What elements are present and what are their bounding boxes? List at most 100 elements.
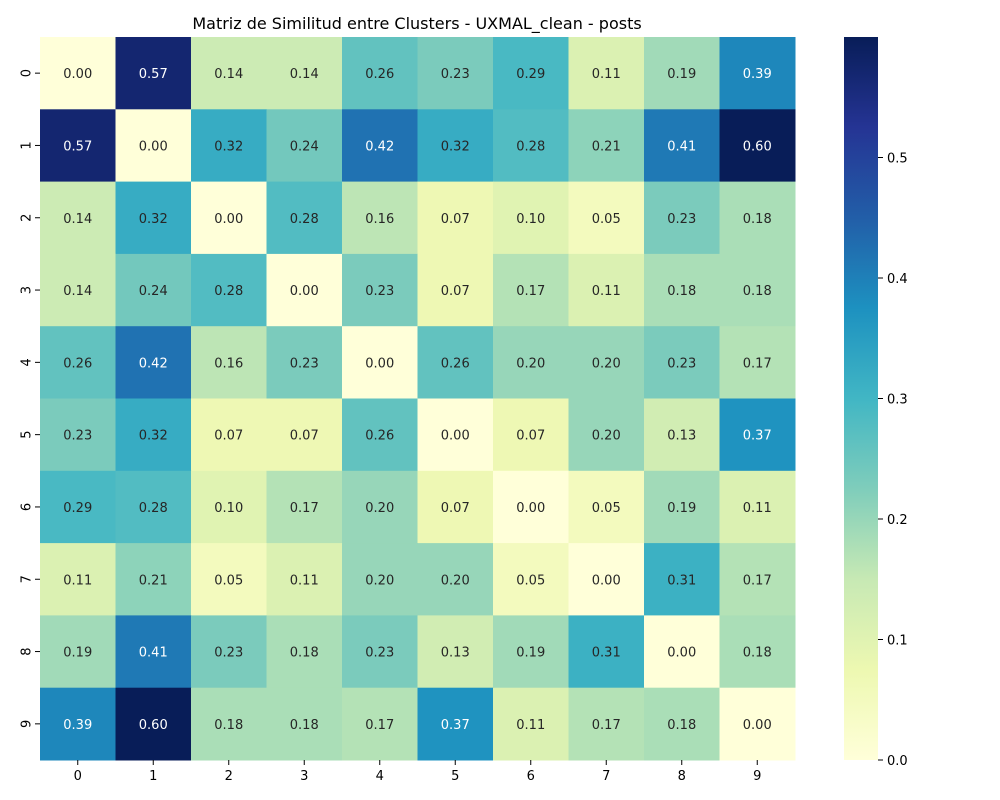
cell-value-label: 0.13 (441, 646, 470, 661)
y-tick-label: 0 (20, 69, 35, 77)
cell-value-label: 0.23 (365, 284, 394, 299)
cell-value-label: 0.32 (441, 139, 470, 154)
cell-value-label: 0.20 (365, 501, 394, 516)
heatmap-cell-7-0 (40, 543, 116, 616)
cell-value-label: 0.29 (63, 501, 92, 516)
y-tick-label: 3 (20, 286, 35, 294)
cell-value-label: 0.18 (214, 718, 243, 733)
heatmap-cell-3-6 (493, 253, 569, 327)
heatmap-cell-3-8 (644, 253, 720, 327)
heatmap-cell-4-2 (191, 326, 267, 399)
cell-value-label: 0.00 (214, 212, 243, 227)
cell-value-label: 0.21 (139, 573, 168, 588)
x-axis-ticks: 0 1 2 3 4 5 6 7 8 9 (74, 760, 761, 784)
heatmap-cell-3-7 (568, 253, 645, 327)
heatmap-cell-7-3 (266, 543, 343, 616)
cell-value-label: 0.18 (743, 212, 772, 227)
heatmap-cells: 0.00 0.57 0.14 0.14 0.26 0.23 0.29 0.11 0.19 0.39… (40, 37, 796, 761)
y-tick-label: 2 (20, 214, 35, 222)
cell-value-label: 0.18 (667, 284, 696, 299)
cell-value-label: 0.18 (290, 718, 319, 733)
y-tick-label: 9 (20, 720, 35, 728)
cell-value-label: 0.23 (290, 356, 319, 371)
heatmap-cell-8-1 (115, 615, 192, 689)
x-tick-label: 3 (300, 769, 308, 784)
cell-value-label: 0.60 (743, 139, 772, 154)
cell-value-label: 0.10 (516, 212, 545, 227)
cell-value-label: 0.28 (290, 212, 319, 227)
x-tick-label: 0 (74, 769, 82, 784)
cell-value-label: 0.32 (214, 139, 243, 154)
cell-value-label: 0.28 (214, 284, 243, 299)
y-tick-label: 7 (20, 575, 35, 583)
heatmap-cell-5-6 (493, 398, 569, 472)
heatmap-cell-2-8 (644, 181, 720, 255)
cell-value-label: 0.37 (441, 718, 470, 733)
heatmap-cell-2-6 (493, 181, 569, 255)
heatmap-cell-7-8 (644, 543, 720, 616)
cell-value-label: 0.11 (290, 573, 319, 588)
heatmap-cell-4-5 (417, 326, 494, 399)
cell-value-label: 0.17 (592, 718, 621, 733)
cell-value-label: 0.07 (441, 284, 470, 299)
colorbar: 0.0 0.1 0.2 0.3 0.4 0.5 (844, 37, 908, 769)
heatmap-cell-2-3 (266, 181, 343, 255)
heatmap-cell-0-9 (719, 37, 796, 110)
heatmap-cell-3-1 (115, 253, 192, 327)
cell-value-label: 0.11 (63, 573, 92, 588)
cell-value-label: 0.24 (290, 139, 319, 154)
y-tick-label: 8 (20, 647, 35, 655)
x-tick-label: 9 (753, 769, 761, 784)
heatmap-cell-2-9 (719, 181, 796, 255)
heatmap-cell-4-4 (342, 326, 418, 399)
cell-value-label: 0.37 (743, 429, 772, 444)
x-tick-label: 5 (451, 769, 459, 784)
heatmap-cell-8-9 (719, 615, 796, 689)
y-tick-label: 5 (20, 431, 35, 439)
heatmap-cell-6-6 (493, 470, 569, 544)
heatmap-cell-1-3 (266, 109, 343, 183)
cell-value-label: 0.39 (63, 718, 92, 733)
colorbar-tick-label: 0.5 (887, 152, 908, 167)
heatmap-cell-3-4 (342, 253, 418, 327)
cell-value-label: 0.14 (214, 67, 243, 82)
cell-value-label: 0.10 (214, 501, 243, 516)
heatmap-cell-3-3 (266, 253, 343, 327)
cell-value-label: 0.05 (214, 573, 243, 588)
cell-value-label: 0.05 (592, 212, 621, 227)
heatmap-cell-6-2 (191, 470, 267, 544)
cell-value-label: 0.57 (63, 139, 92, 154)
y-axis-ticks: 0 1 2 3 4 5 6 7 8 9 (20, 69, 40, 728)
x-tick-label: 8 (678, 769, 686, 784)
cell-value-label: 0.26 (63, 356, 92, 371)
heatmap-cell-2-5 (417, 181, 494, 255)
heatmap-cell-5-2 (191, 398, 267, 472)
heatmap-cell-8-7 (568, 615, 645, 689)
cell-value-label: 0.00 (365, 356, 394, 371)
heatmap-cell-6-8 (644, 470, 720, 544)
heatmap-cell-9-9 (719, 687, 796, 761)
x-tick-label: 4 (376, 769, 384, 784)
cell-value-label: 0.00 (516, 501, 545, 516)
cell-value-label: 0.17 (365, 718, 394, 733)
heatmap-cell-0-4 (342, 37, 418, 110)
heatmap-cell-1-9 (719, 109, 796, 183)
heatmap-cell-2-1 (115, 181, 192, 255)
heatmap-cell-0-6 (493, 37, 569, 110)
heatmap-cell-3-2 (191, 253, 267, 327)
colorbar-tick-label: 0.4 (887, 272, 908, 287)
cell-value-label: 0.41 (667, 139, 696, 154)
heatmap-cell-6-4 (342, 470, 418, 544)
cell-value-label: 0.16 (365, 212, 394, 227)
cell-value-label: 0.19 (63, 646, 92, 661)
heatmap-cell-2-2 (191, 181, 267, 255)
cell-value-label: 0.11 (592, 67, 621, 82)
heatmap-cell-6-9 (719, 470, 796, 544)
cell-value-label: 0.00 (592, 573, 621, 588)
cell-value-label: 0.14 (63, 212, 92, 227)
heatmap-cell-7-1 (115, 543, 192, 616)
cell-value-label: 0.16 (214, 356, 243, 371)
heatmap-cell-9-2 (191, 687, 267, 761)
cell-value-label: 0.18 (743, 646, 772, 661)
